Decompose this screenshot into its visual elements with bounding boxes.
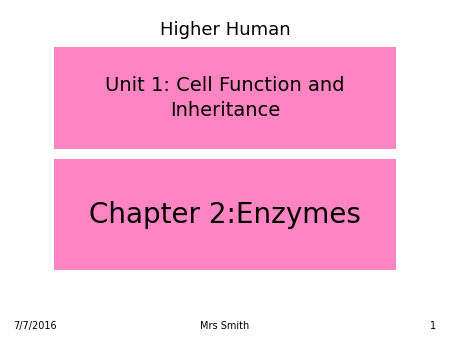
FancyBboxPatch shape bbox=[54, 159, 396, 270]
Text: Higher Human: Higher Human bbox=[160, 21, 290, 40]
Text: Unit 1: Cell Function and
Inheritance: Unit 1: Cell Function and Inheritance bbox=[105, 76, 345, 120]
FancyBboxPatch shape bbox=[54, 47, 396, 149]
Text: 1: 1 bbox=[430, 321, 436, 331]
Text: 7/7/2016: 7/7/2016 bbox=[14, 321, 57, 331]
Text: Chapter 2:Enzymes: Chapter 2:Enzymes bbox=[89, 201, 361, 228]
Text: Mrs Smith: Mrs Smith bbox=[200, 321, 250, 331]
